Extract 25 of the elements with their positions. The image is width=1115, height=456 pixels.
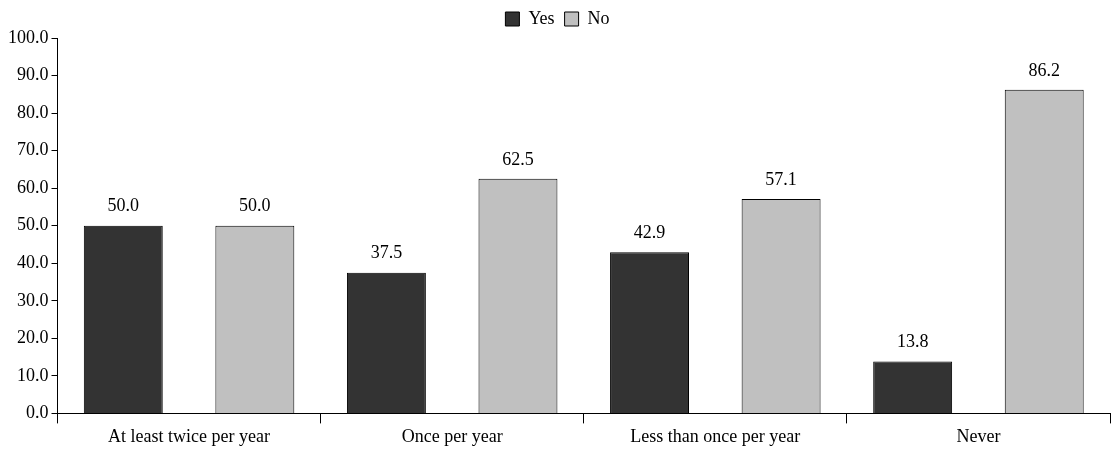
- y-tick-label: 50.0: [17, 214, 49, 235]
- y-tick-label: 70.0: [17, 139, 49, 160]
- data-label: 37.5: [370, 242, 403, 263]
- y-tick-label: 90.0: [17, 64, 49, 85]
- legend-label: No: [587, 7, 610, 28]
- y-tick-label: 60.0: [17, 176, 49, 197]
- y-tick-label: 20.0: [17, 327, 49, 348]
- data-label: 57.1: [765, 168, 797, 189]
- y-tick-label: 100.0: [8, 26, 49, 47]
- data-label: 86.2: [1028, 59, 1060, 80]
- x-tick-label: Once per year: [401, 425, 503, 446]
- x-tick-label: Never: [956, 425, 1001, 446]
- data-label: 13.8: [896, 331, 929, 352]
- data-label: 50.0: [239, 195, 271, 216]
- y-tick-label: 30.0: [17, 289, 49, 310]
- y-tick-label: 40.0: [17, 251, 49, 272]
- legend-label: Yes: [528, 7, 555, 28]
- y-tick-label: 0.0: [26, 402, 49, 423]
- x-tick-label: Less than once per year: [630, 425, 801, 446]
- data-label: 62.5: [502, 148, 534, 169]
- x-tick-label: At least twice per year: [108, 425, 271, 446]
- y-tick-label: 80.0: [17, 101, 49, 122]
- data-label: 50.0: [107, 195, 140, 216]
- data-label: 42.9: [633, 222, 666, 243]
- y-tick-label: 10.0: [17, 364, 49, 385]
